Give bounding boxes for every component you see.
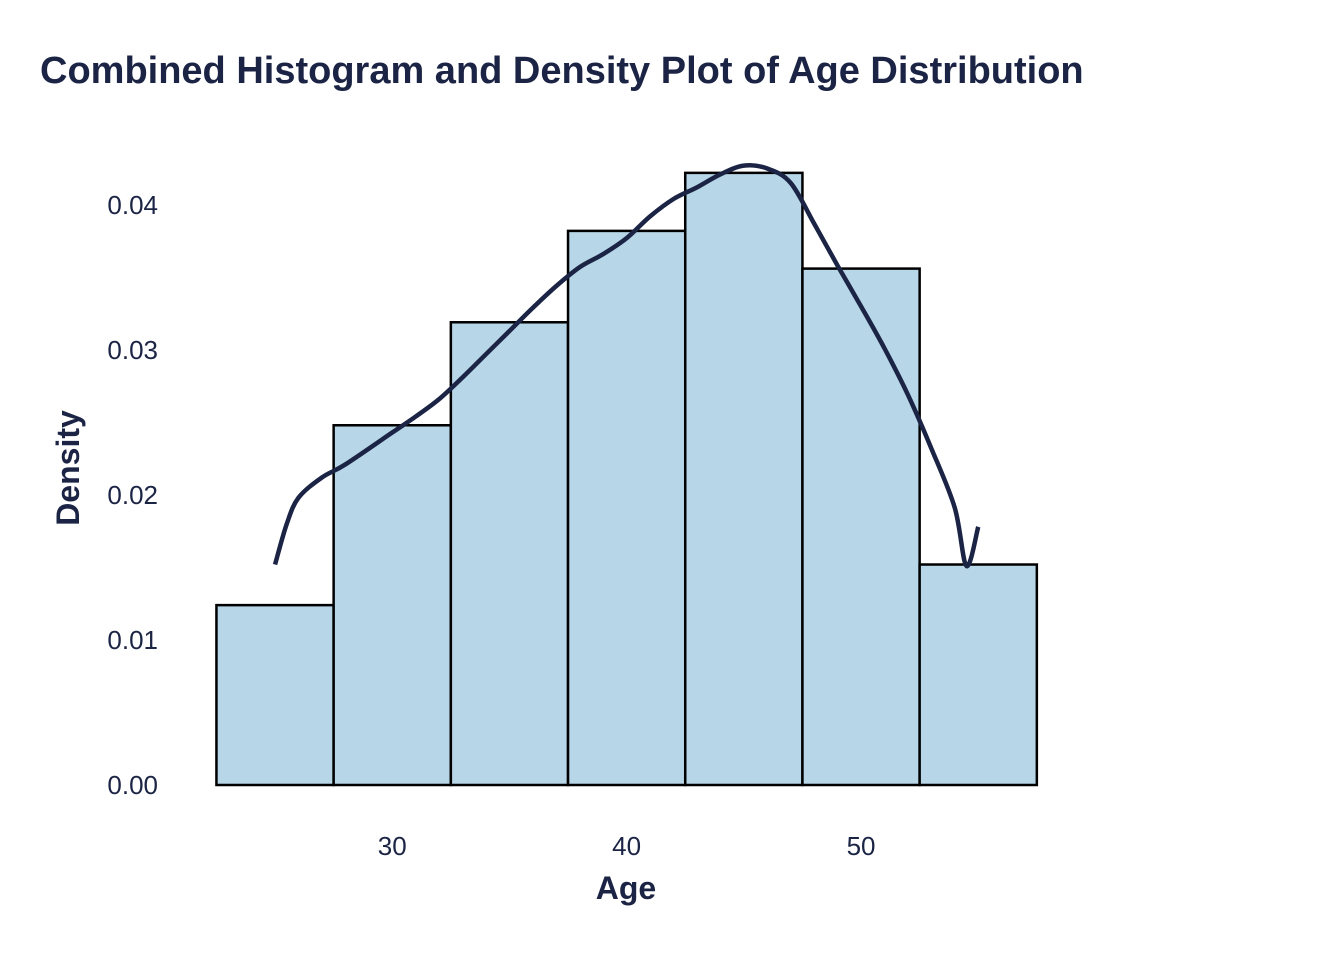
- histogram-bar-7: [918, 563, 1039, 787]
- x-tick-label: 50: [847, 831, 876, 861]
- histogram-bar-6: [801, 267, 921, 787]
- histogram-bar-5: [683, 171, 804, 787]
- x-axis-ticks: 30 40 50: [378, 831, 876, 861]
- histogram-bars: [215, 171, 1039, 787]
- histogram-bar-1: [215, 603, 335, 787]
- histogram-bar-4: [566, 229, 687, 787]
- x-tick-label: 40: [612, 831, 641, 861]
- y-tick-label: 0.04: [107, 190, 158, 220]
- y-axis-ticks: 0.00 0.01 0.02 0.03 0.04: [107, 190, 158, 800]
- y-tick-label: 0.00: [107, 770, 158, 800]
- density-curve: [272, 163, 981, 569]
- x-tick-label: 30: [378, 831, 407, 861]
- y-tick-label: 0.03: [107, 335, 158, 365]
- y-axis-label: Density: [50, 410, 86, 526]
- chart-title: Combined Histogram and Density Plot of A…: [40, 50, 1084, 92]
- x-axis-label: Age: [596, 870, 656, 906]
- histogram-bar-3: [449, 321, 570, 787]
- y-tick-label: 0.02: [107, 480, 158, 510]
- histogram-bar-2: [332, 424, 453, 787]
- y-tick-label: 0.01: [107, 625, 158, 655]
